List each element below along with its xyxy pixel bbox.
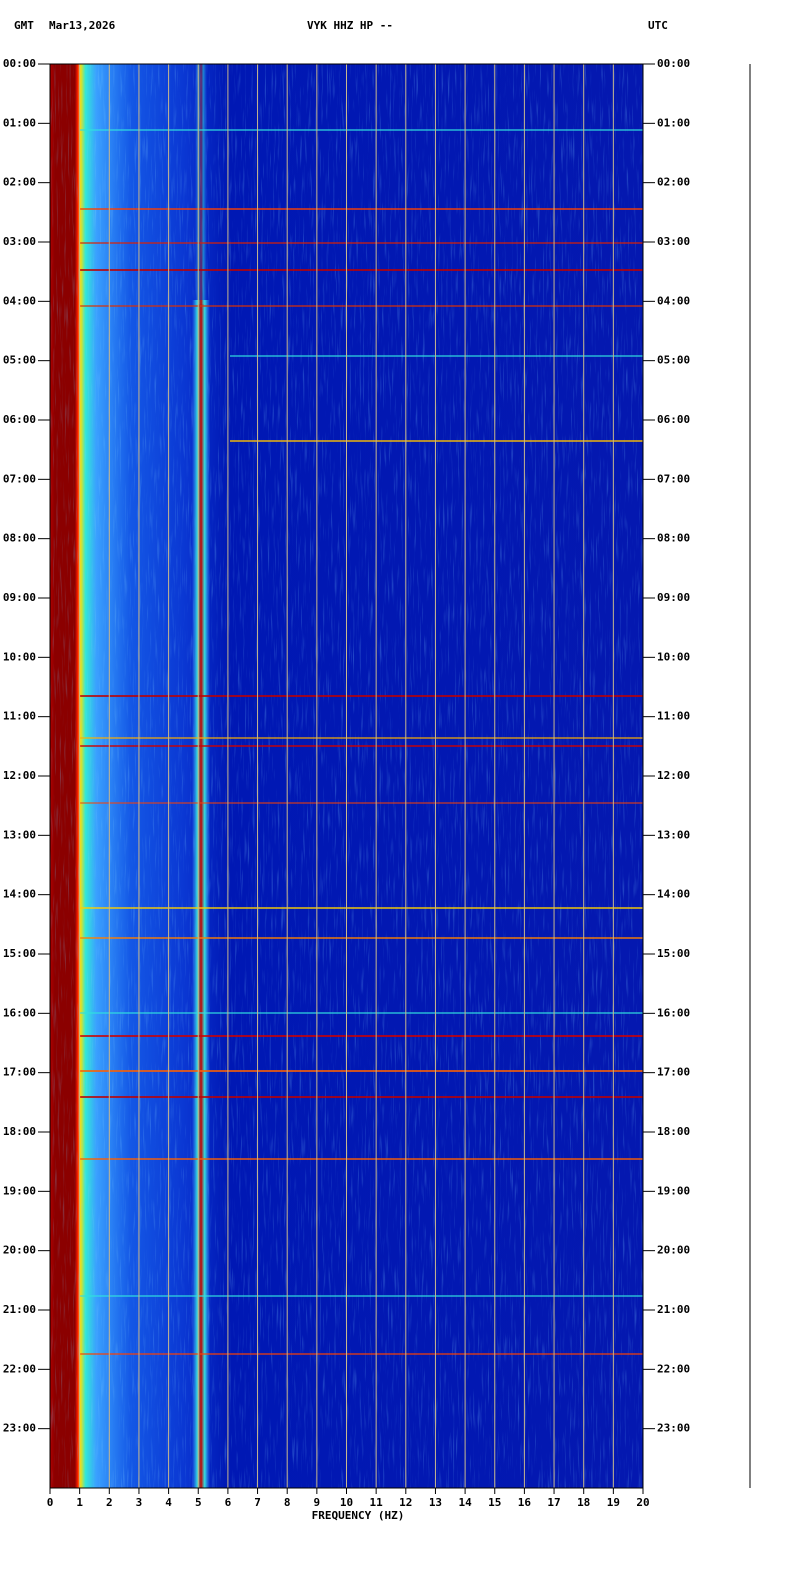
x-tick-label: 8 — [284, 1496, 291, 1509]
y-tick-label: 05:00 — [3, 354, 36, 367]
y-tick-label: 14:00 — [3, 888, 36, 901]
y-tick-label: 23:00 — [657, 1422, 690, 1435]
y-tick-label: 21:00 — [3, 1303, 36, 1316]
y-tick-label: 15:00 — [3, 947, 36, 960]
y-tick-label: 13:00 — [3, 828, 36, 841]
x-tick-label: 10 — [340, 1496, 353, 1509]
x-tick-label: 12 — [399, 1496, 412, 1509]
y-tick-label: 00:00 — [657, 57, 690, 70]
y-tick-label: 11:00 — [657, 710, 690, 723]
y-tick-label: 11:00 — [3, 710, 36, 723]
y-tick-label: 13:00 — [657, 828, 690, 841]
y-tick-label: 06:00 — [3, 413, 36, 426]
x-tick-label: 18 — [577, 1496, 590, 1509]
y-tick-label: 16:00 — [657, 1006, 690, 1019]
y-tick-label: 03:00 — [657, 235, 690, 248]
plot-frame — [49, 63, 644, 1489]
y-tick-label: 18:00 — [657, 1125, 690, 1138]
y-tick-label: 22:00 — [657, 1362, 690, 1375]
y-tick-label: 14:00 — [657, 888, 690, 901]
header-date: Mar13,2026 — [49, 19, 116, 32]
y-tick-label: 21:00 — [657, 1303, 690, 1316]
header-gmt: GMT — [14, 19, 34, 32]
x-tick-label: 13 — [429, 1496, 442, 1509]
y-tick-label: 06:00 — [657, 413, 690, 426]
x-tick-label: 5 — [195, 1496, 202, 1509]
y-tick-label: 23:00 — [3, 1422, 36, 1435]
y-tick-label: 19:00 — [3, 1184, 36, 1197]
y-tick-label: 10:00 — [657, 650, 690, 663]
x-tick-label: 16 — [518, 1496, 532, 1509]
y-tick-label: 09:00 — [3, 591, 36, 604]
x-tick-label: 15 — [488, 1496, 501, 1509]
header-station: VYK HHZ HP -- — [307, 19, 393, 32]
x-tick-label: 9 — [314, 1496, 321, 1509]
x-tick-label: 2 — [106, 1496, 113, 1509]
x-tick-label: 4 — [165, 1496, 172, 1509]
x-tick-label: 17 — [547, 1496, 560, 1509]
y-tick-label: 20:00 — [657, 1244, 690, 1257]
y-tick-label: 01:00 — [657, 116, 690, 129]
x-tick-label: 11 — [370, 1496, 384, 1509]
y-tick-label: 12:00 — [3, 769, 36, 782]
x-axis-label: FREQUENCY (HZ) — [312, 1509, 405, 1522]
y-tick-label: 08:00 — [3, 532, 36, 545]
y-tick-label: 15:00 — [657, 947, 690, 960]
y-tick-label: 09:00 — [657, 591, 690, 604]
event-streaks — [80, 129, 643, 1355]
x-tick-label: 6 — [225, 1496, 232, 1509]
spectral-line — [192, 300, 210, 1488]
y-tick-label: 12:00 — [657, 769, 690, 782]
y-tick-label: 17:00 — [3, 1066, 36, 1079]
x-tick-label: 3 — [136, 1496, 143, 1509]
y-tick-label: 05:00 — [657, 354, 690, 367]
x-tick-label: 0 — [47, 1496, 54, 1509]
y-tick-label: 03:00 — [3, 235, 36, 248]
x-tick-label: 7 — [254, 1496, 261, 1509]
y-tick-label: 00:00 — [3, 57, 36, 70]
y-tick-label: 19:00 — [657, 1184, 690, 1197]
y-tick-label: 17:00 — [657, 1066, 690, 1079]
y-tick-label: 02:00 — [3, 176, 36, 189]
y-tick-label: 02:00 — [657, 176, 690, 189]
spectrogram — [50, 64, 643, 1488]
y-tick-label: 01:00 — [3, 116, 36, 129]
y-tick-label: 10:00 — [3, 650, 36, 663]
x-tick-label: 1 — [76, 1496, 83, 1509]
spectral-line — [195, 64, 207, 304]
y-tick-label: 04:00 — [657, 294, 690, 307]
x-tick-label: 20 — [636, 1496, 649, 1509]
x-tick-label: 14 — [458, 1496, 472, 1509]
y-tick-label: 04:00 — [3, 294, 36, 307]
y-tick-label: 16:00 — [3, 1006, 36, 1019]
y-tick-label: 07:00 — [3, 472, 36, 485]
y-tick-label: 20:00 — [3, 1244, 36, 1257]
y-tick-label: 18:00 — [3, 1125, 36, 1138]
header-utc: UTC — [648, 19, 668, 32]
x-tick-label: 19 — [607, 1496, 620, 1509]
y-tick-label: 08:00 — [657, 532, 690, 545]
y-tick-label: 07:00 — [657, 472, 690, 485]
y-tick-label: 22:00 — [3, 1362, 36, 1375]
